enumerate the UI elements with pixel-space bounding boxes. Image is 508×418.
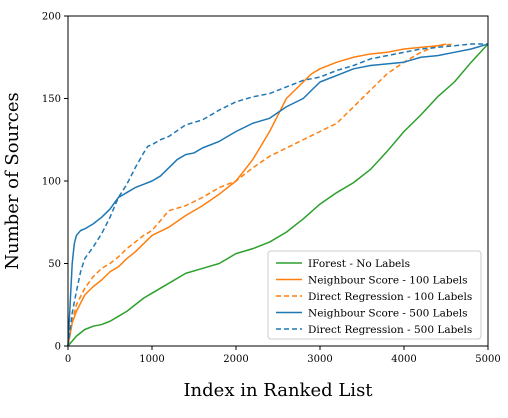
series-line-1	[67, 43, 489, 347]
x-tick-label: 0	[65, 354, 71, 365]
legend-label: Direct Regression - 100 Labels	[308, 291, 472, 303]
y-tick-label: 150	[42, 94, 61, 105]
legend: IForest - No Labels Neighbour Score - 100…	[267, 250, 482, 340]
legend-box	[267, 250, 482, 340]
y-tick-label: 0	[55, 342, 61, 353]
x-tick-label: 5000	[475, 354, 500, 365]
series-line-2	[67, 43, 447, 347]
x-tick-label: 3000	[307, 354, 332, 365]
series-line-5	[67, 43, 488, 347]
series-line-3	[67, 43, 455, 347]
x-tick-label: 1000	[139, 354, 164, 365]
x-tick-label: 2000	[223, 354, 248, 365]
x-axis-label: Index in Ranked List	[183, 380, 373, 401]
series-layer	[67, 43, 489, 347]
legend-label: Neighbour Score - 500 Labels	[308, 308, 468, 320]
y-tick-label: 100	[42, 177, 61, 188]
series-line-4	[67, 43, 489, 347]
x-tick-label: 4000	[391, 354, 416, 365]
legend-label: Direct Regression - 500 Labels	[308, 324, 472, 336]
ticks-layer: 0 1000 2000 3000 4000 5000 0 50 100 150 200	[42, 12, 501, 366]
y-axis-label: Number of Sources	[2, 92, 23, 269]
legend-label: Neighbour Score - 100 Labels	[308, 275, 468, 287]
y-tick-label: 50	[48, 259, 61, 270]
y-tick-label: 200	[42, 12, 61, 23]
legend-label: IForest - No Labels	[308, 258, 410, 270]
